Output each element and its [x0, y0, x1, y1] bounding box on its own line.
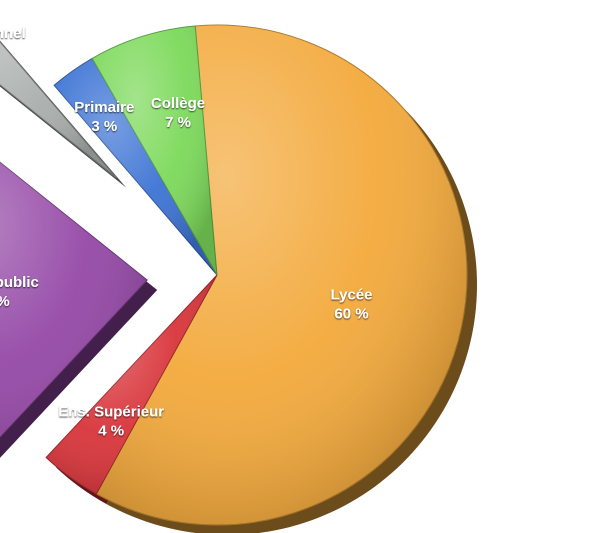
slice-label-primaire: Primaire	[74, 99, 134, 116]
slice-highlight-primaire	[54, 58, 217, 275]
slice-value-primaire: 3 %	[91, 118, 117, 135]
slice-label-ens-superieur: Ens. Supérieur	[58, 404, 164, 421]
slice-label-lycee: Lycée	[331, 286, 373, 303]
slice-value-grand-public: 24 %	[0, 293, 10, 310]
slice-label-college: Collège	[151, 95, 205, 112]
slice-highlight-lycee	[96, 24, 467, 525]
slice-tops	[0, 24, 468, 526]
slice-highlight-college	[92, 25, 217, 276]
slice-value-college: 7 %	[165, 114, 191, 131]
slice-highlight-grand-public	[0, 162, 148, 438]
slice-label-professionnel: Professionnel	[0, 25, 26, 42]
slice-value-ens-superieur: 4 %	[98, 423, 124, 440]
slice-labels: Lycée 60 % Ens. Supérieur 4 % Grand public 24…	[0, 25, 372, 439]
slice-highlight-ens-superieur	[46, 275, 218, 494]
slice-value-lycee: 60 %	[334, 305, 368, 322]
slice-label-grand-public: Grand public	[0, 274, 39, 291]
